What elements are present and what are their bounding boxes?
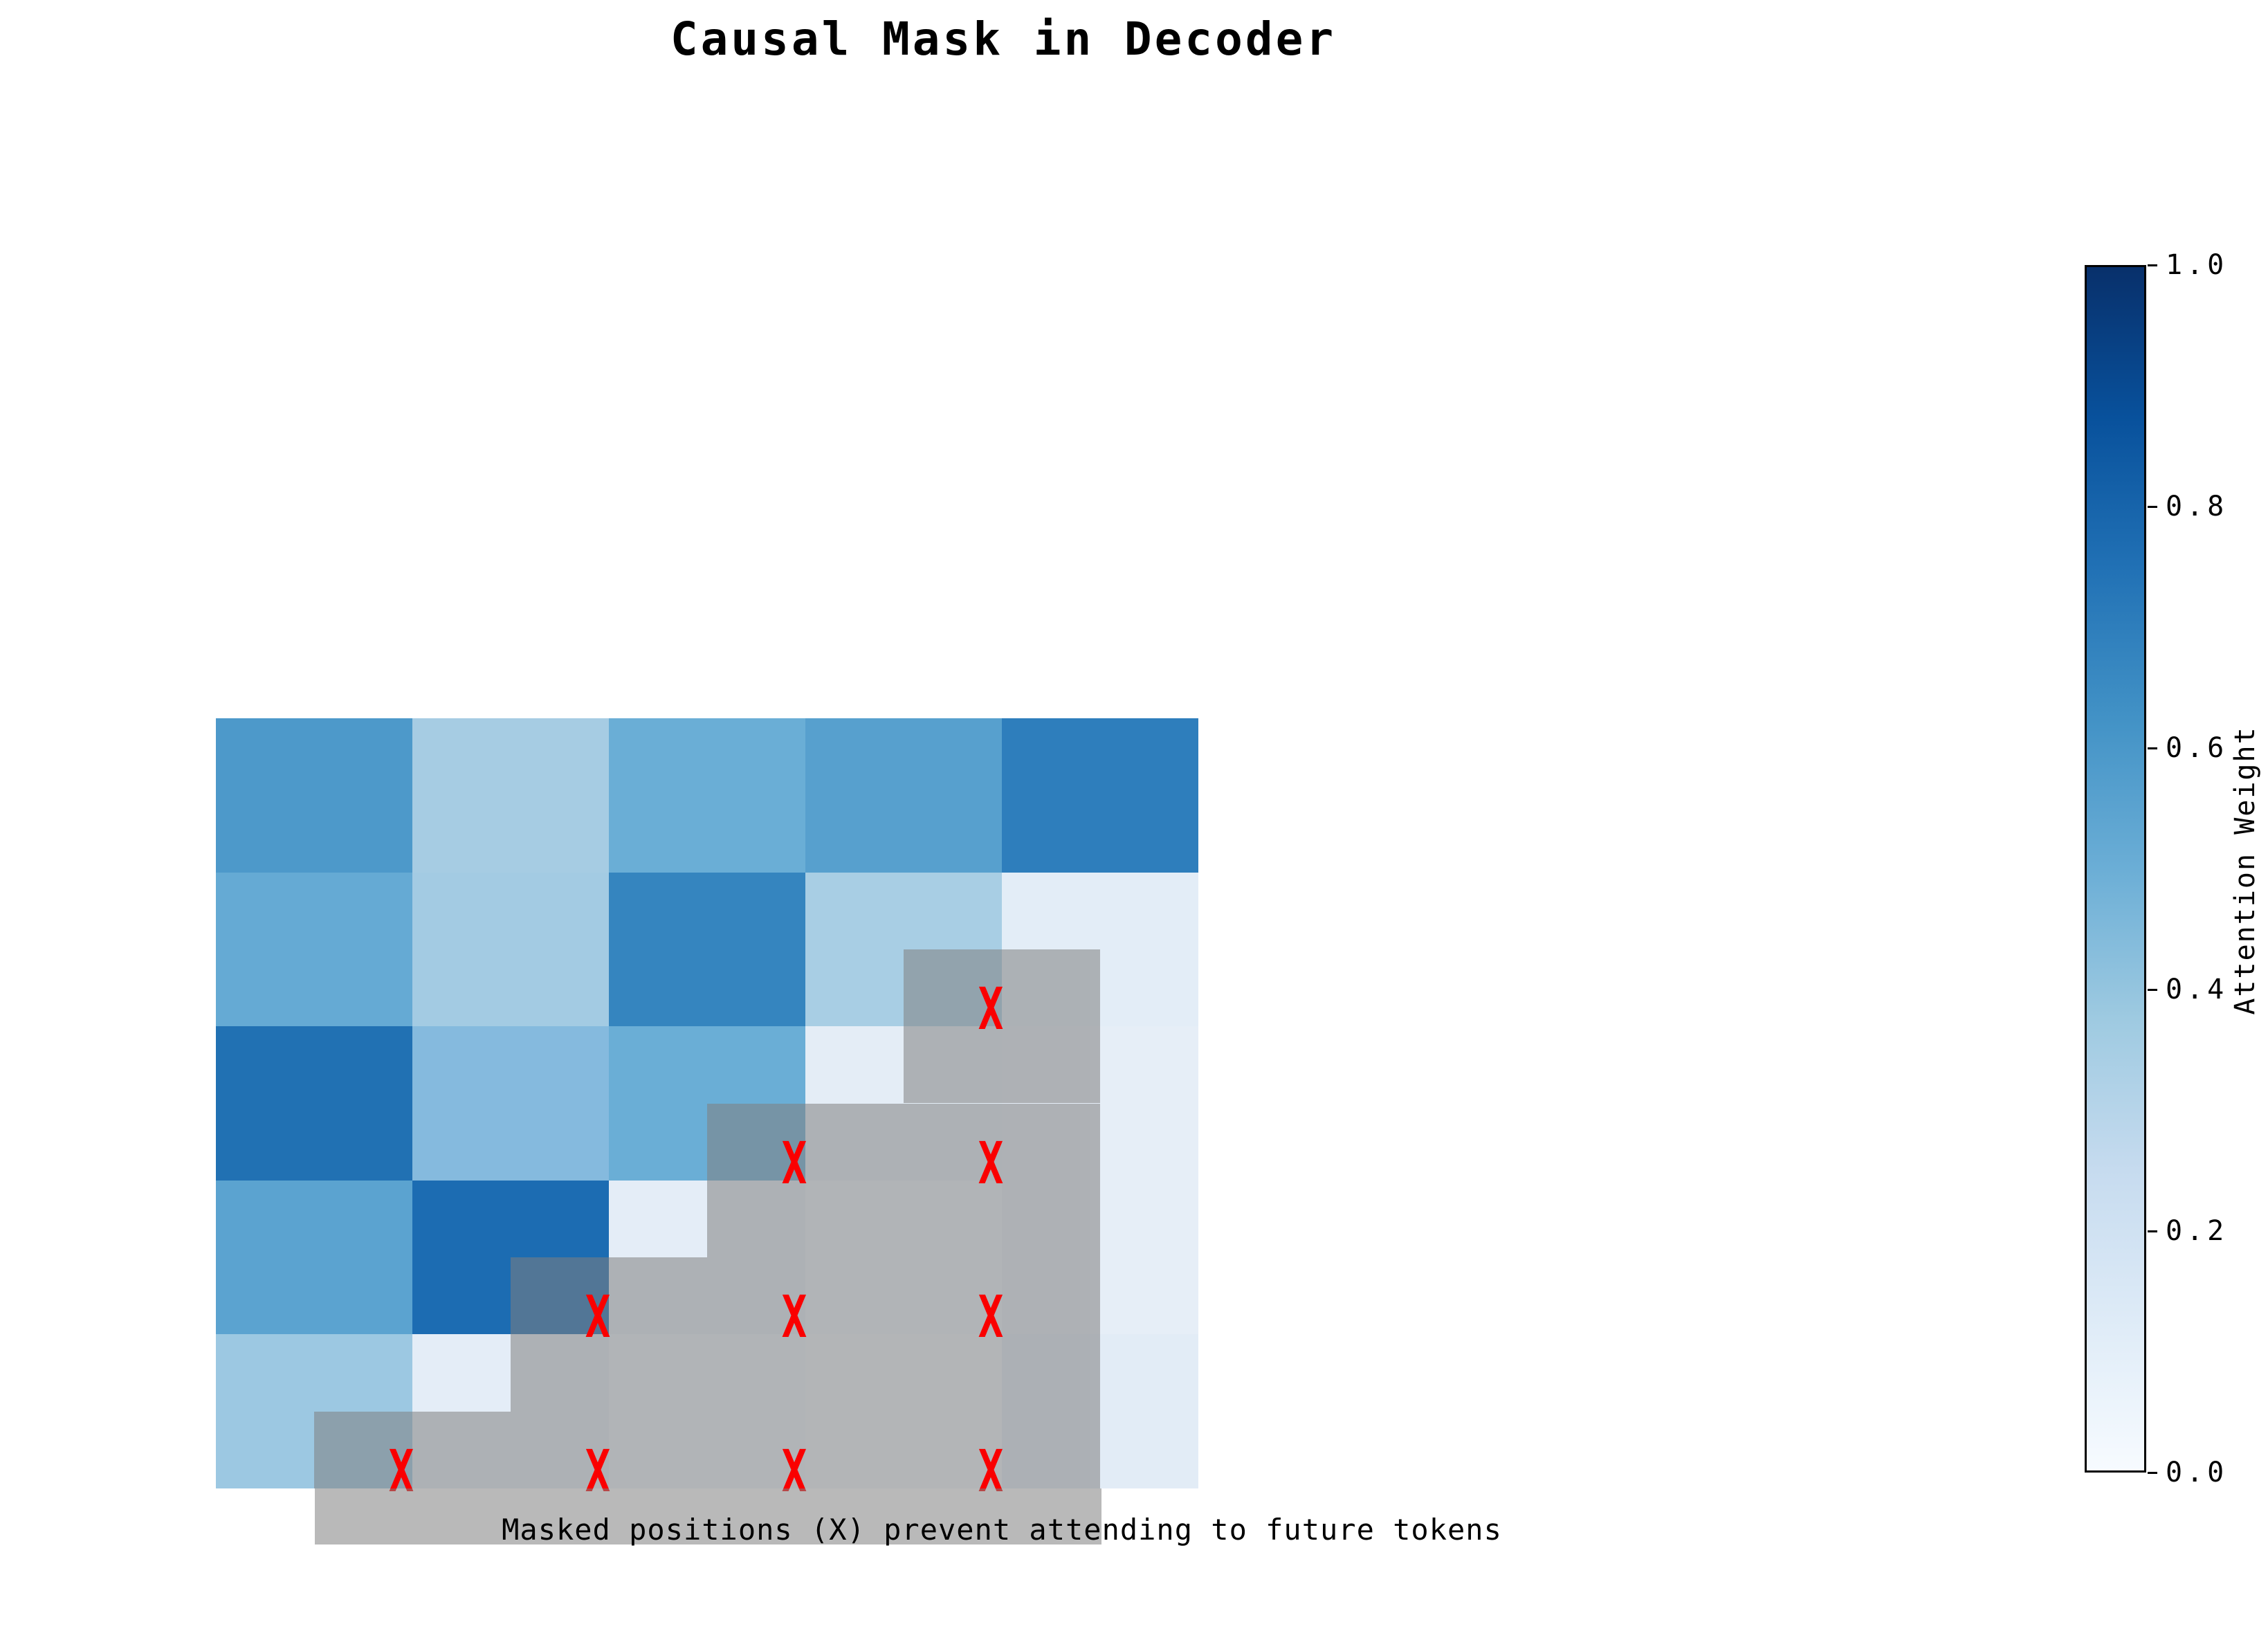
heatmap-cell — [1002, 718, 1198, 873]
heatmap-cell — [805, 718, 1003, 873]
colorbar — [2085, 265, 2146, 1473]
colorbar-tick-label: 0.6 — [2166, 732, 2229, 764]
chart-title: Causal Mask in Decoder — [670, 12, 1337, 66]
colorbar-tick-label: 1.0 — [2166, 249, 2229, 281]
mask-overlay-rect — [511, 1411, 707, 1488]
colorbar-tick-label: 0.8 — [2166, 491, 2229, 522]
colorbar-tick — [2148, 264, 2157, 266]
colorbar-axis-label: Attention Weight — [2229, 726, 2261, 1015]
colorbar-tick-label: 0.0 — [2166, 1457, 2229, 1488]
mask-overlay-rect — [904, 1257, 1100, 1412]
heatmap-cell — [609, 872, 806, 1027]
mask-x-mark: X — [781, 1129, 807, 1197]
mask-overlay-rect — [707, 1411, 904, 1488]
colorbar-tick — [2148, 1230, 2157, 1232]
heatmap-cell — [412, 872, 610, 1027]
mask-x-mark: X — [585, 1283, 611, 1351]
heatmap-cell — [216, 1180, 413, 1335]
colorbar-tick — [2148, 747, 2157, 749]
mask-overlay-rect — [904, 1411, 1100, 1488]
caption-gray-band — [315, 1488, 1101, 1545]
attention-heatmap — [216, 718, 1198, 1488]
heatmap-cell — [609, 718, 806, 873]
mask-overlay-rect — [707, 1103, 904, 1258]
chart-caption: Masked positions (X) prevent attending t… — [502, 1513, 1502, 1547]
colorbar-tick — [2148, 505, 2157, 508]
heatmap-cell — [216, 1026, 413, 1181]
colorbar-tick — [2148, 1471, 2157, 1474]
colorbar-tick-label: 0.4 — [2166, 974, 2229, 1005]
mask-x-mark: X — [781, 1283, 807, 1351]
heatmap-cell — [412, 1026, 610, 1181]
heatmap-cell — [412, 718, 610, 873]
mask-x-mark: X — [978, 975, 1004, 1044]
heatmap-cell — [216, 872, 413, 1027]
colorbar-tick — [2148, 988, 2157, 991]
mask-overlay-rect — [904, 1103, 1100, 1258]
colorbar-tick-label: 0.2 — [2166, 1215, 2229, 1247]
mask-overlay-rect — [904, 949, 1100, 1104]
mask-overlay-rect — [314, 1411, 511, 1488]
mask-overlay-rect — [511, 1257, 707, 1412]
mask-x-mark: X — [978, 1283, 1004, 1351]
heatmap-cell — [216, 718, 413, 873]
mask-overlay-rect — [707, 1257, 904, 1412]
mask-x-mark: X — [978, 1129, 1004, 1197]
mask-overlay-layer — [216, 718, 1198, 1488]
